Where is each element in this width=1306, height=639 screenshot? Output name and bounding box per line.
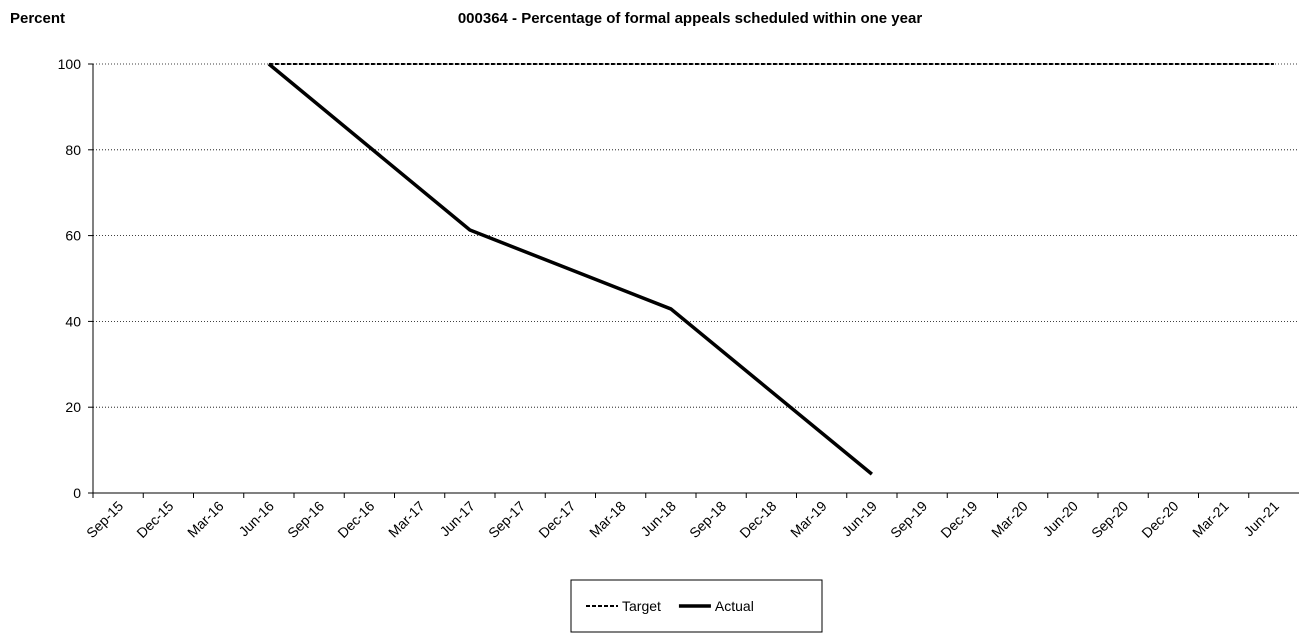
y-tick-label: 40 [65,313,81,329]
x-tick-label: Mar-17 [385,498,428,541]
x-tick-label: Jun-18 [637,498,679,540]
y-tick-label: 20 [65,399,81,415]
x-tick-label: Mar-19 [787,498,830,541]
y-tick-label: 80 [65,142,81,158]
x-tick-label: Mar-21 [1189,498,1232,541]
x-tick-label: Jun-16 [235,498,277,540]
chart-title: 000364 - Percentage of formal appeals sc… [458,10,922,27]
x-tick-label: Sep-15 [83,498,126,541]
x-tick-label: Jun-17 [436,498,478,540]
y-tick-label: 60 [65,228,81,244]
x-tick-label: Dec-20 [1138,498,1181,541]
x-tick-label: Dec-18 [736,498,779,541]
x-tick-label: Jun-19 [838,498,880,540]
x-tick-label: Sep-20 [1088,498,1131,541]
x-tick-label: Mar-20 [988,498,1031,541]
x-tick-label: Sep-16 [284,498,327,541]
x-tick-label: Sep-19 [887,498,930,541]
x-tick-label: Dec-16 [334,498,377,541]
legend-label: Target [622,598,661,614]
series-line [267,62,873,476]
x-tick-label: Dec-17 [535,498,578,541]
x-tick-label: Jun-20 [1039,498,1081,540]
legend-label: Actual [715,598,754,614]
x-tick-label: Sep-17 [485,498,528,541]
x-tick-label: Dec-15 [133,498,176,541]
x-tick-label: Mar-18 [586,498,629,541]
x-tick-label: Sep-18 [686,498,729,541]
y-tick-label: 100 [58,56,82,72]
x-tick-label: Mar-16 [184,498,227,541]
y-tick-label: 0 [73,485,81,501]
x-tick-label: Dec-19 [937,498,980,541]
y-axis-label: Percent [10,10,65,27]
x-tick-label: Jun-21 [1240,498,1282,540]
